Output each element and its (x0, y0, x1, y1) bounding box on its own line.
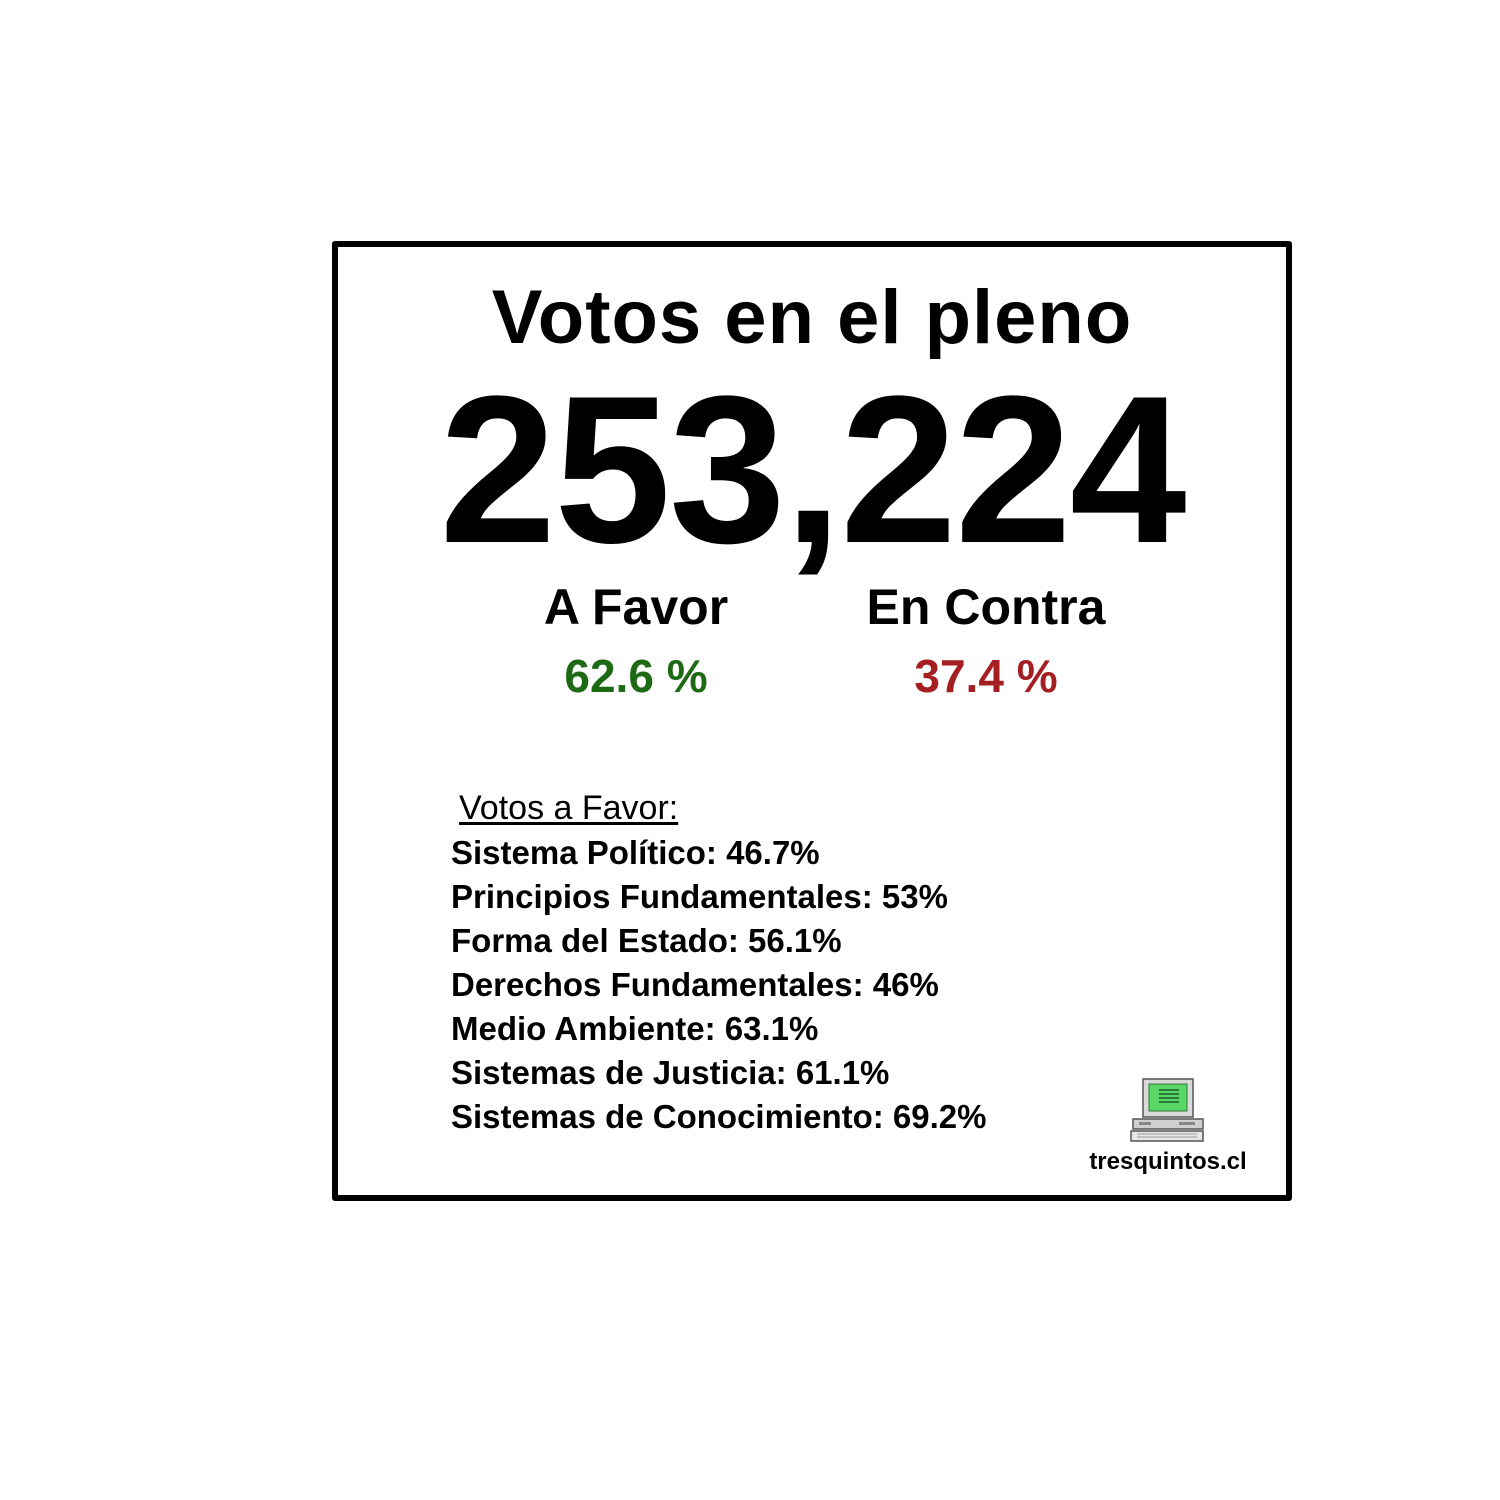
breakdown-title: Votos a Favor: (459, 789, 679, 827)
favor-breakdown: Votos a Favor: Sistema Político: 46.7% P… (451, 787, 1091, 1139)
computer-icon (1130, 1078, 1204, 1142)
favor-stat: A Favor 62.6 % (486, 577, 786, 703)
breakdown-list: Sistema Político: 46.7% Principios Funda… (451, 831, 1091, 1139)
list-item: Derechos Fundamentales: 46% (451, 966, 939, 1003)
contra-percentage: 37.4 % (914, 650, 1058, 702)
list-item: Sistemas de Conocimiento: 69.2% (451, 1098, 987, 1135)
votes-card: Votos en el pleno 253,224 A Favor 62.6 %… (332, 241, 1292, 1201)
list-item: Principios Fundamentales: 53% (451, 878, 948, 915)
contra-stat: En Contra 37.4 % (836, 577, 1136, 703)
favor-percentage: 62.6 % (564, 650, 708, 702)
list-item: Sistema Político: 46.7% (451, 834, 820, 871)
contra-label: En Contra (866, 579, 1106, 635)
list-item: Sistemas de Justicia: 61.1% (451, 1054, 890, 1091)
logo-text: tresquintos.cl (1089, 1148, 1247, 1175)
list-item: Medio Ambiente: 63.1% (451, 1010, 819, 1047)
site-logo: tresquintos.cl (1083, 1067, 1263, 1187)
card-title: Votos en el pleno (491, 275, 1133, 360)
total-votes: 253,224 (439, 352, 1186, 587)
list-item: Forma del Estado: 56.1% (451, 922, 842, 959)
favor-label: A Favor (543, 579, 729, 635)
